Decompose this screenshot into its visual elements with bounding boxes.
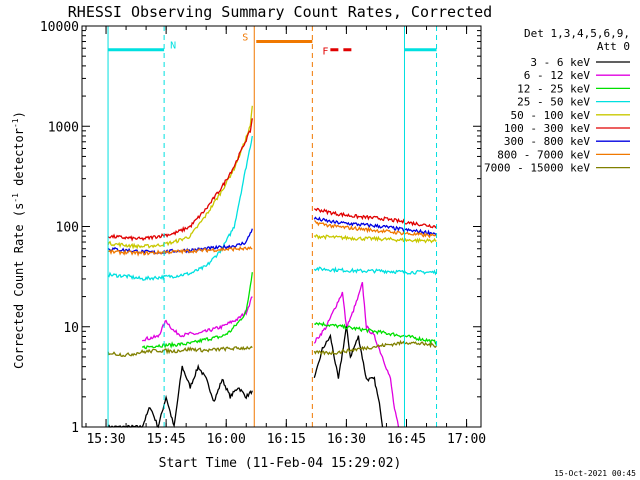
flag-label: N: [170, 41, 176, 52]
flag-label: S: [242, 33, 248, 44]
series-25-50-kev: [107, 135, 438, 281]
y-tick-label: 10: [63, 321, 79, 336]
series-line: [107, 135, 253, 281]
legend-entry-label: 3 - 6 keV: [530, 56, 590, 69]
series-line: [313, 266, 438, 276]
legend-entry-label: 12 - 25 keV: [517, 82, 590, 95]
y-tick-label: 10000: [40, 20, 79, 35]
flag-f: F: [322, 47, 355, 58]
legend-entry-label: 100 - 300 keV: [504, 122, 590, 135]
x-tick-label: 16:15: [267, 432, 306, 447]
legend-entry-label: 6 - 12 keV: [524, 69, 591, 82]
y-axis-label: Corrected Count Rate (s-1 detector-1): [11, 111, 26, 369]
legend-entry-label: 300 - 800 keV: [504, 135, 590, 148]
series-3-6-kev: [107, 325, 384, 429]
x-axis-label: Start Time (11-Feb-04 15:29:02): [159, 456, 402, 471]
series-6-12-kev: [141, 282, 400, 428]
series-7000-15000-kev: [107, 339, 438, 358]
legend-header-detectors: Det 1,3,4,5,6,9,: [524, 27, 630, 40]
legend-header-attenuator: Att 0: [597, 40, 630, 53]
flag-s: S: [242, 26, 313, 427]
series-line: [107, 345, 253, 358]
series-line: [141, 272, 253, 350]
series-line: [313, 282, 400, 428]
series-800-7000-kev: [107, 220, 437, 257]
flag-n: N: [107, 26, 438, 427]
series-12-25-kev: [141, 272, 438, 350]
series-line: [107, 363, 253, 429]
series-line: [314, 220, 437, 239]
series-line: [313, 325, 384, 428]
footer-timestamp: 15-Oct-2021 00:45: [554, 469, 636, 478]
series-line: [107, 118, 253, 242]
axes: 1 10 100 1000 10000 15:30 15:45 16:00 16:15 16:30…: [40, 20, 486, 447]
legend-entry-label: 25 - 50 keV: [517, 96, 590, 109]
y-tick-label: 100: [56, 221, 79, 236]
x-tick-label: 17:00: [447, 432, 486, 447]
flag-label: F: [322, 47, 328, 58]
series-line: [107, 245, 253, 257]
x-tick-label: 16:45: [387, 432, 426, 447]
y-tick-label: 1: [71, 421, 79, 436]
x-tick-label: 15:45: [147, 432, 186, 447]
series-line: [313, 207, 437, 229]
series-line: [141, 296, 253, 342]
legend-entry-label: 50 - 100 keV: [511, 109, 591, 122]
x-tick-label: 16:00: [207, 432, 246, 447]
x-tick-label: 15:30: [86, 432, 125, 447]
legend-entry-label: 800 - 7000 keV: [497, 148, 590, 161]
y-tick-label: 1000: [48, 120, 79, 135]
series-line: [313, 234, 437, 244]
x-tick-label: 16:30: [327, 432, 366, 447]
chart-title: RHESSI Observing Summary Count Rates, Co…: [68, 3, 492, 21]
series-line: [313, 339, 438, 356]
series-line: [314, 321, 438, 345]
series-100-300-kev: [107, 118, 437, 242]
plot-area: N S F: [107, 26, 438, 429]
legend-entry-label: 7000 - 15000 keV: [484, 162, 590, 175]
series-line: [313, 216, 437, 237]
